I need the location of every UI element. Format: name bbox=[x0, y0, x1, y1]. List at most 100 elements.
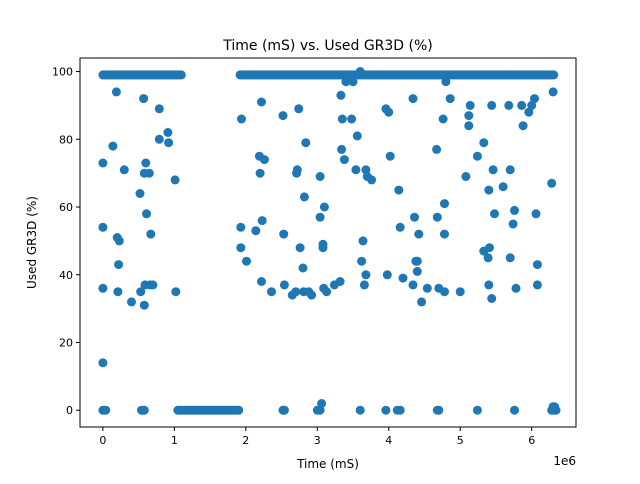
data-point bbox=[154, 134, 164, 144]
data-point bbox=[236, 243, 246, 253]
data-point bbox=[440, 229, 449, 239]
data-point bbox=[412, 266, 422, 276]
data-point bbox=[298, 263, 308, 273]
data-point bbox=[170, 175, 180, 185]
data-point bbox=[455, 287, 465, 297]
data-point bbox=[257, 277, 266, 286]
data-point bbox=[548, 405, 558, 415]
data-point bbox=[251, 226, 261, 236]
x-tick-label: 0 bbox=[99, 434, 106, 447]
data-point bbox=[257, 97, 266, 107]
data-point bbox=[487, 100, 497, 110]
data-point bbox=[408, 94, 418, 104]
data-point bbox=[98, 358, 108, 368]
data-point bbox=[336, 90, 346, 100]
data-point bbox=[517, 100, 527, 110]
data-point bbox=[382, 270, 392, 280]
data-point bbox=[301, 138, 311, 148]
data-point bbox=[144, 168, 154, 178]
data-point bbox=[498, 182, 508, 192]
data-point bbox=[335, 277, 345, 286]
chart-title: Time (mS) vs. Used GR3D (%) bbox=[222, 38, 433, 54]
data-point bbox=[267, 287, 276, 297]
data-point bbox=[294, 104, 304, 114]
data-point bbox=[548, 87, 558, 97]
data-point bbox=[414, 229, 424, 239]
data-point bbox=[505, 253, 515, 263]
data-point bbox=[518, 121, 528, 131]
data-point bbox=[135, 189, 145, 198]
data-point bbox=[352, 131, 362, 141]
data-point bbox=[98, 283, 108, 293]
data-point bbox=[255, 168, 265, 178]
data-point bbox=[139, 94, 149, 104]
data-point bbox=[98, 158, 108, 168]
data-point bbox=[410, 212, 419, 222]
data-point bbox=[257, 216, 267, 226]
data-point bbox=[487, 294, 497, 303]
data-point bbox=[164, 138, 174, 148]
data-point bbox=[339, 155, 349, 165]
data-point bbox=[510, 405, 519, 415]
data-point bbox=[139, 300, 149, 310]
x-tick-label: 6 bbox=[528, 434, 535, 447]
data-point bbox=[484, 280, 494, 290]
data-point bbox=[234, 405, 244, 415]
data-point bbox=[484, 185, 494, 195]
data-point bbox=[417, 297, 427, 307]
data-point bbox=[432, 144, 442, 154]
data-point bbox=[299, 192, 309, 202]
data-point bbox=[479, 138, 489, 148]
data-point bbox=[98, 222, 108, 232]
data-point bbox=[547, 178, 557, 188]
data-point bbox=[359, 280, 369, 290]
data-point bbox=[111, 87, 121, 97]
x-axis-offset-label: 1e6 bbox=[553, 454, 576, 468]
data-point bbox=[279, 280, 289, 290]
data-point bbox=[355, 405, 365, 415]
data-point bbox=[114, 260, 124, 270]
data-point bbox=[351, 165, 361, 175]
y-tick-label: 0 bbox=[66, 404, 73, 417]
data-point bbox=[357, 256, 367, 266]
y-tick-label: 20 bbox=[59, 336, 73, 349]
data-point bbox=[278, 111, 288, 121]
data-point bbox=[154, 104, 164, 114]
data-point bbox=[113, 287, 123, 297]
data-point bbox=[315, 405, 325, 415]
data-point bbox=[532, 260, 542, 270]
data-point bbox=[394, 185, 404, 195]
data-point bbox=[549, 70, 559, 80]
data-point bbox=[259, 155, 269, 165]
x-axis-ticks: 0 1 2 3 4 5 6 bbox=[99, 427, 535, 447]
data-point bbox=[530, 94, 539, 104]
data-point bbox=[508, 219, 518, 229]
data-point bbox=[464, 111, 474, 121]
data-point bbox=[441, 77, 451, 87]
y-tick-label: 60 bbox=[59, 201, 73, 214]
data-point bbox=[279, 229, 289, 239]
data-point bbox=[511, 283, 521, 293]
data-point bbox=[148, 280, 158, 290]
data-point bbox=[384, 107, 394, 117]
data-point bbox=[101, 405, 111, 415]
data-point bbox=[461, 172, 471, 181]
data-point bbox=[119, 165, 129, 175]
data-point bbox=[358, 236, 368, 246]
data-point bbox=[472, 151, 482, 161]
data-point bbox=[348, 77, 358, 87]
data-point bbox=[422, 283, 432, 293]
data-point bbox=[361, 270, 371, 280]
data-point bbox=[408, 280, 418, 290]
data-point bbox=[237, 114, 246, 124]
data-point bbox=[355, 67, 365, 76]
x-tick-label: 2 bbox=[242, 434, 249, 447]
data-point bbox=[292, 165, 302, 175]
data-point bbox=[395, 405, 405, 415]
data-point bbox=[412, 256, 422, 266]
data-point bbox=[438, 114, 448, 124]
data-point bbox=[485, 243, 494, 253]
data-point bbox=[465, 100, 475, 110]
